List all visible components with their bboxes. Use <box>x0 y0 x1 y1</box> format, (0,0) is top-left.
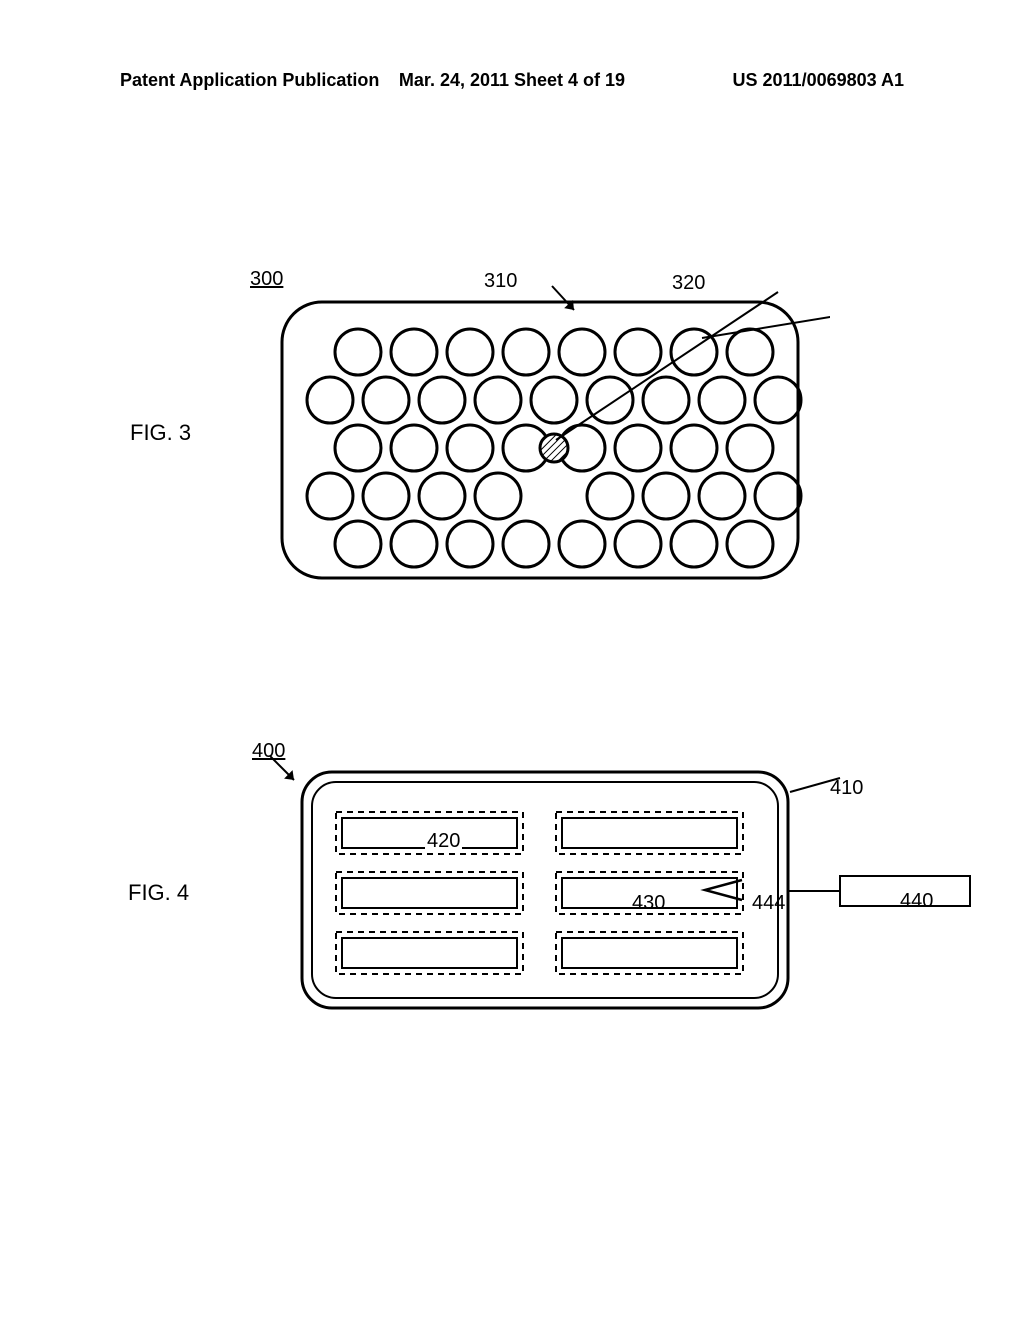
ref-440: 440 <box>900 890 933 913</box>
page: Patent Application Publication Mar. 24, … <box>0 0 1024 1320</box>
header-right: US 2011/0069803 A1 <box>733 70 904 91</box>
header-center: Mar. 24, 2011 Sheet 4 of 19 <box>399 70 625 91</box>
ref-444: 444 <box>752 892 785 915</box>
ref-420: 420 <box>425 830 462 853</box>
page-header: Patent Application Publication Mar. 24, … <box>120 70 904 91</box>
fig4-label: FIG. 4 <box>128 880 189 906</box>
fig3-diagram <box>250 270 830 610</box>
fig3-label: FIG. 3 <box>130 420 191 446</box>
header-left: Patent Application Publication <box>120 70 379 91</box>
ref-430: 430 <box>632 892 665 915</box>
